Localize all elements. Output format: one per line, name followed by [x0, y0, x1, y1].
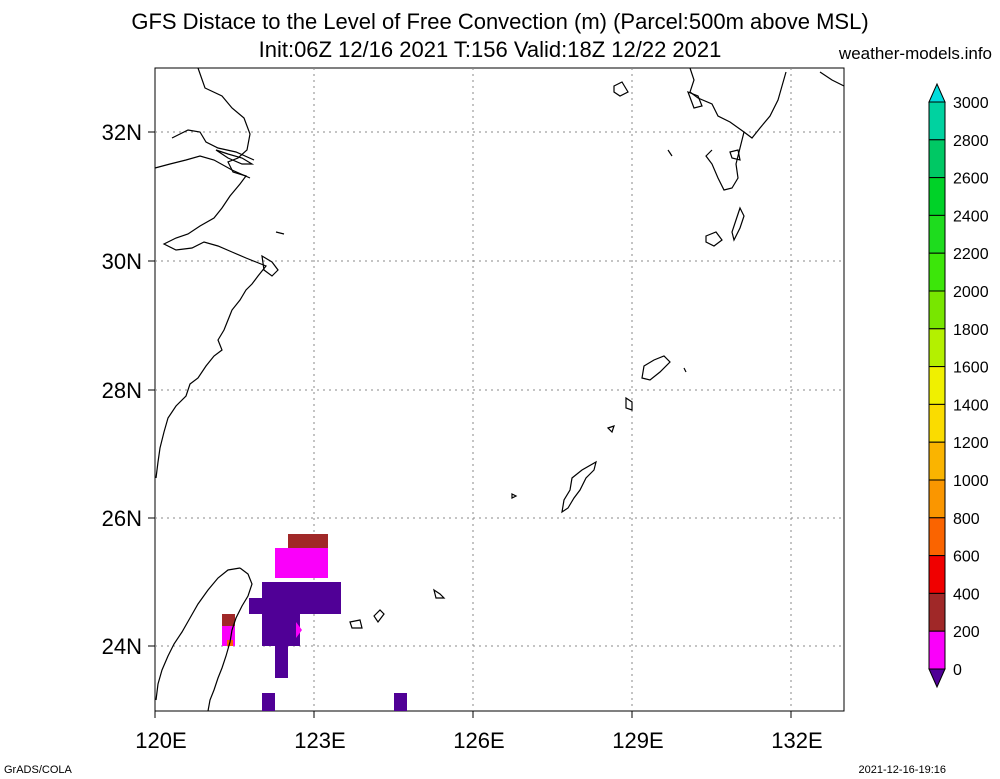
colorbar-label: 1600: [953, 360, 989, 377]
lon-label-123e: 123E: [294, 728, 345, 753]
colorbar-label: 800: [953, 511, 980, 528]
colorbar-label: 2600: [953, 171, 989, 188]
colorbar-swatch: [928, 139, 946, 179]
site-name: weather-models.info: [838, 44, 992, 63]
colorbar-label: 2000: [953, 284, 989, 301]
colorbar-swatch: [928, 328, 946, 368]
colorbar-label: 1200: [953, 435, 989, 452]
colorbar-label: 1400: [953, 397, 989, 414]
footer-timestamp: 2021-12-16-19:16: [858, 764, 946, 776]
latitude-labels: 32N 30N 28N 26N 24N: [102, 120, 142, 659]
colorbar-bottom-arrow: [928, 668, 946, 689]
lat-label-28n: 28N: [102, 378, 142, 403]
lat-label-26n: 26N: [102, 506, 142, 531]
colorbar-label: 3000: [953, 95, 989, 112]
lfc-field: [222, 534, 407, 711]
axis-ticks: [148, 131, 792, 718]
colorbar-swatch: [928, 101, 946, 141]
colorbar-label: 2200: [953, 246, 989, 263]
colorbar: 3000280026002400220020001800160014001200…: [928, 82, 989, 689]
colorbar-swatch: [928, 592, 946, 632]
colorbar-label: 2800: [953, 133, 989, 150]
lat-label-32n: 32N: [102, 120, 142, 145]
colorbar-label: 1800: [953, 322, 989, 339]
colorbar-swatch: [928, 290, 946, 330]
lon-label-126e: 126E: [453, 728, 504, 753]
lat-label-30n: 30N: [102, 249, 142, 274]
longitude-labels: 120E 123E 126E 129E 132E: [135, 728, 822, 753]
lon-label-129e: 129E: [612, 728, 663, 753]
colorbar-swatch: [928, 177, 946, 216]
coastlines: [154, 67, 845, 712]
colorbar-swatch: [928, 252, 946, 292]
chart-title: GFS Distace to the Level of Free Convect…: [131, 9, 869, 34]
lat-label-24n: 24N: [102, 634, 142, 659]
colorbar-label: 0: [953, 662, 962, 679]
lon-label-120e: 120E: [135, 728, 186, 753]
lon-label-132e: 132E: [771, 728, 822, 753]
colorbar-label: 200: [953, 624, 980, 641]
colorbar-swatch: [928, 366, 946, 405]
colorbar-label: 1000: [953, 473, 989, 490]
colorbar-swatch: [928, 403, 946, 443]
colorbar-label: 400: [953, 586, 980, 603]
colorbar-swatch: [928, 555, 946, 594]
footer-software: GrADS/COLA: [4, 764, 72, 776]
colorbar-label: 600: [953, 549, 980, 566]
grid-lines: [155, 68, 844, 711]
colorbar-swatch: [928, 214, 946, 254]
colorbar-swatch: [928, 517, 946, 557]
colorbar-swatch: [928, 441, 946, 481]
colorbar-label: 2400: [953, 208, 989, 225]
colorbar-top-arrow: [928, 82, 946, 103]
colorbar-swatch: [928, 479, 946, 519]
colorbar-swatch: [928, 630, 946, 670]
chart-subtitle: Init:06Z 12/16 2021 T:156 Valid:18Z 12/2…: [258, 37, 722, 62]
